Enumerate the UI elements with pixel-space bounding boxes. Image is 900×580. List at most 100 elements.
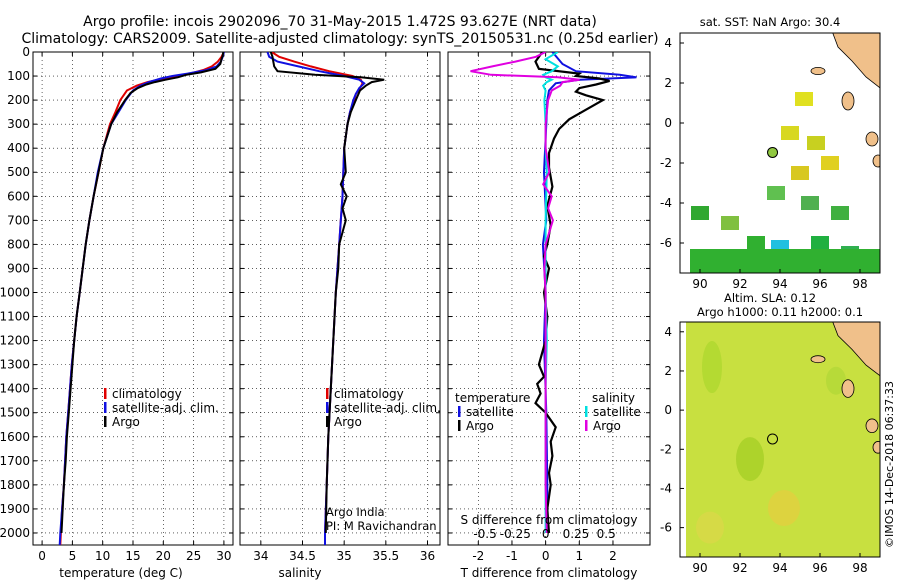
x-tick-label-difference: 2 [609, 549, 617, 563]
sst-map-content [680, 33, 880, 273]
sst-map-background [680, 33, 880, 273]
legend-swatch-salinity [326, 402, 329, 413]
legend-swatch-salinity [326, 416, 329, 427]
x-tick-label-difference: 0 [542, 549, 550, 563]
depth-tick-label: 500 [7, 165, 30, 179]
x-tick-label-temperature: 20 [156, 549, 171, 563]
sla-no-data [680, 322, 686, 557]
land-island [872, 154, 880, 168]
plot-frame-salinity [239, 51, 441, 546]
sla-map-title-1: Altim. SLA: 0.12 [724, 291, 816, 305]
depth-tick-label: 1600 [0, 430, 30, 444]
sla-map-y-tick-label: 0 [664, 403, 672, 417]
legend-label-salinity: Argo [593, 419, 621, 433]
depth-tick-label: 100 [7, 69, 30, 83]
sst-map-x-tick-label: 90 [692, 277, 707, 291]
x-tick-label-temperature: 0 [38, 549, 46, 563]
argo-position-marker [767, 146, 779, 158]
sst-map-x-tick-label: 92 [732, 277, 747, 291]
sst-map-y-tick-label: -4 [660, 196, 672, 210]
sst-data-patch [781, 126, 799, 140]
sst-data-patch [721, 216, 739, 230]
sla-map-content [680, 322, 880, 557]
sla-map-x-tick-label: 90 [692, 561, 707, 575]
depth-tick-label: 1400 [0, 382, 30, 396]
land-island [810, 67, 826, 76]
depth-tick-label: 400 [7, 141, 30, 155]
legend-swatch-temperature [458, 406, 461, 417]
series-line-temperature-2 [60, 52, 225, 534]
x-tick-label-temperature: 5 [69, 549, 77, 563]
land-island [841, 91, 855, 111]
sst-map-y-tick-label: -2 [660, 156, 672, 170]
depth-tick-label: 200 [7, 93, 30, 107]
x-axis-label-difference: T difference from climatology [460, 566, 638, 580]
x-tick-label-difference: -2 [472, 549, 484, 563]
legend-swatch-salinity [326, 388, 329, 399]
depth-tick-label: 1700 [0, 454, 30, 468]
legend-title-temperature: temperature [455, 391, 530, 405]
sst-data-patch [747, 236, 765, 250]
sla-anomaly-patch [702, 341, 722, 394]
sst-map-x-tick-label: 96 [812, 277, 827, 291]
sla-map-y-tick-label: -6 [660, 521, 672, 535]
depth-tick-label: 900 [7, 261, 30, 275]
sla-map-y-tick-label: -4 [660, 481, 672, 495]
legend-label-temperature: Argo [112, 415, 140, 429]
sla-map-y-tick-label: 4 [664, 325, 672, 339]
land-island [841, 379, 855, 398]
legend-swatch-salinity [585, 406, 588, 417]
legend-label-temperature: satellite-adj. clim. [112, 401, 219, 415]
sst-map-y-tick-label: 4 [664, 36, 672, 50]
land-island [810, 355, 826, 364]
depth-tick-label: 800 [7, 237, 30, 251]
credit-note-salinity: Argo India [326, 505, 385, 519]
depth-tick-label: 1800 [0, 478, 30, 492]
sst-data-patch [807, 136, 825, 150]
sla-anomaly-patch [696, 511, 724, 544]
land-island [865, 418, 879, 434]
sst-map-title: sat. SST: NaN Argo: 30.4 [700, 15, 841, 29]
depth-tick-label: 2000 [0, 526, 30, 540]
sst-data-patch [801, 196, 819, 210]
x-tick-label-salinity: 34.5 [289, 549, 316, 563]
x-tick-label-salinity: 35 [337, 549, 352, 563]
x-tick-label-temperature: 10 [95, 549, 110, 563]
sst-data-patch [791, 166, 809, 180]
sla-anomaly-patch [736, 437, 764, 482]
sst-data-patch [821, 156, 839, 170]
salinity-diff-axis-label: S difference from climatology [461, 513, 638, 527]
sst-data-patch [795, 92, 813, 106]
sla-map-x-tick-label: 96 [812, 561, 827, 575]
sla-anomaly-patch [768, 490, 800, 527]
sst-map: 90 92 94 96 98 4 2 0 -2 -4 -6 [660, 32, 881, 291]
x-tick-label-difference: -1 [506, 549, 518, 563]
land-sumatra [832, 322, 880, 377]
legend-label-salinity: satellite-adj. clim. [334, 401, 441, 415]
sla-map-x-tick-label: 98 [852, 561, 867, 575]
sla-map-title-2: Argo h1000: 0.11 h2000: 0.1 [697, 305, 863, 319]
plot-frame-difference [447, 51, 651, 546]
depth-tick-label: 1300 [0, 358, 30, 372]
title-line-1: Argo profile: incois 2902096_70 31-May-2… [83, 14, 597, 30]
x-tick-label-difference: 1 [575, 549, 583, 563]
sst-map-x-tick-label: 98 [852, 277, 867, 291]
sst-data-band [690, 249, 880, 273]
sst-map-y-tick-label: 0 [664, 116, 672, 130]
salinity-diff-tick-label: 0.5 [597, 527, 616, 541]
salinity-diff-tick-label: -0.25 [500, 527, 531, 541]
salinity-diff-tick-label: 0 [542, 527, 550, 541]
x-tick-label-temperature: 25 [186, 549, 201, 563]
sst-map-y-tick-label: 2 [664, 76, 672, 90]
sst-data-patch [691, 206, 709, 220]
x-tick-label-temperature: 15 [125, 549, 140, 563]
depth-tick-label: 700 [7, 213, 30, 227]
argo-position-marker [767, 433, 779, 445]
sst-map-x-tick-label: 94 [772, 277, 787, 291]
land-sumatra [832, 33, 880, 89]
series-line-difference-3 [470, 52, 580, 534]
sla-map-x-tick-label: 92 [732, 561, 747, 575]
sst-data-patch [811, 236, 829, 250]
